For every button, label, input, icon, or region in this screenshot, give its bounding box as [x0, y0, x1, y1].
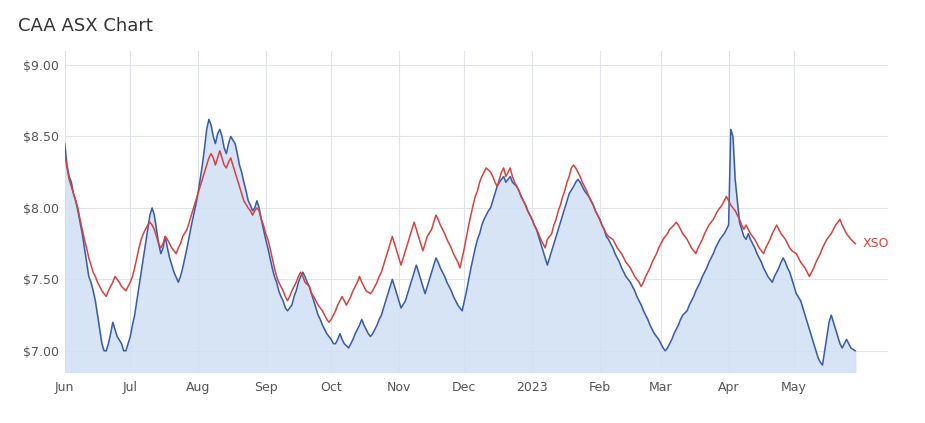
Text: CAA ASX Chart: CAA ASX Chart [18, 17, 154, 35]
Text: XSO: XSO [862, 237, 889, 250]
